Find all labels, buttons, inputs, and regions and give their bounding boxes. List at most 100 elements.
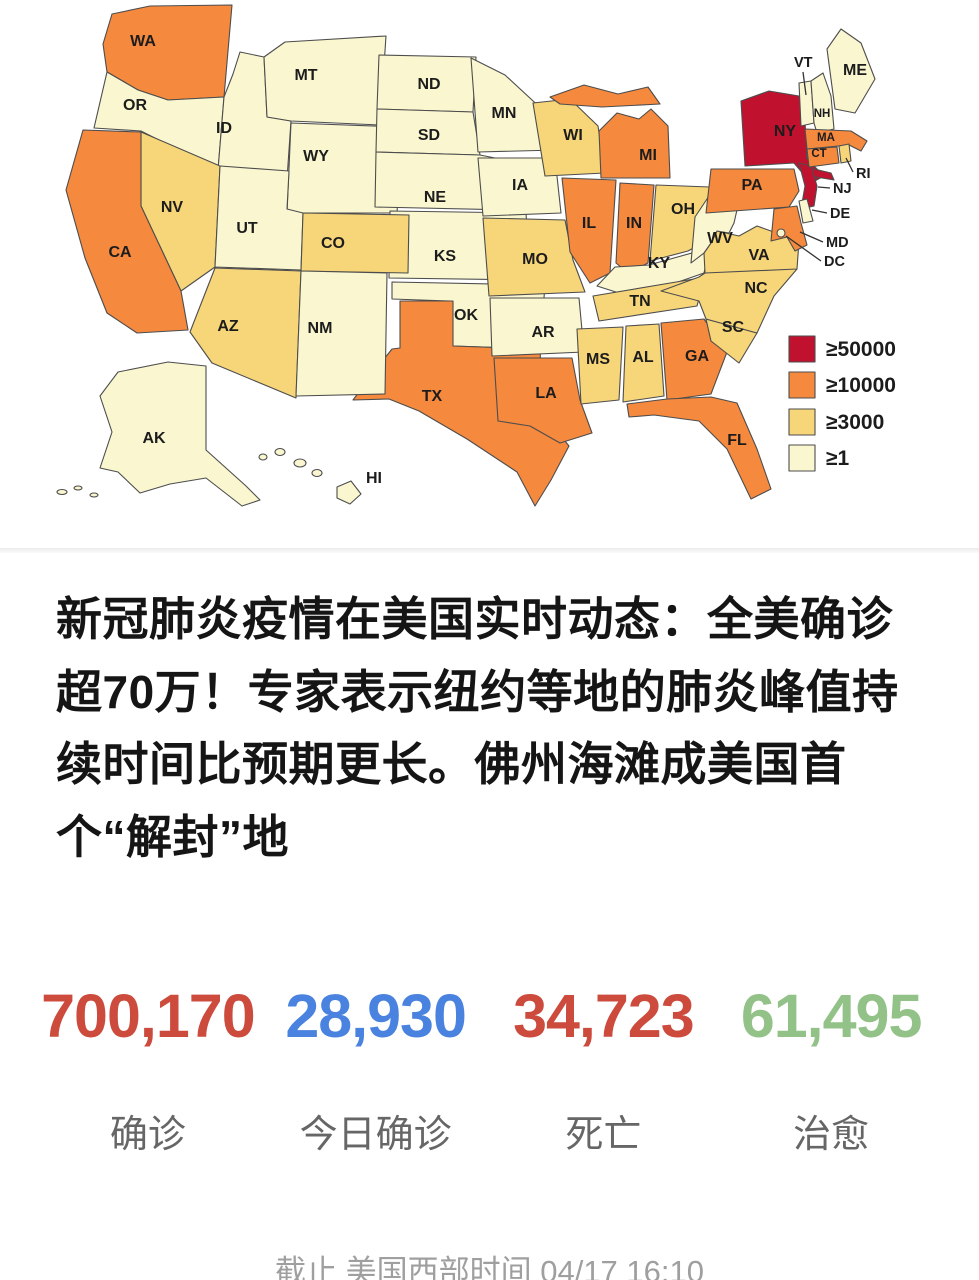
state-RI-callout-label: RI	[856, 166, 871, 182]
state-OH-label: OH	[671, 201, 695, 218]
state-HI-bigisland	[336, 480, 362, 505]
state-MA-label: MA	[817, 132, 835, 144]
stat-today-confirmed-value: 28,930	[285, 981, 467, 1050]
state-UT-label: UT	[236, 220, 258, 237]
state-IL-shape	[561, 177, 617, 284]
state-NJ-callout-label: NJ	[833, 181, 852, 197]
state-KY-label: KY	[648, 255, 671, 272]
covid-map-section: WA OR ID MT WY ND SD MN NE KS OK TX NV U…	[0, 0, 979, 548]
state-CA-shape	[65, 129, 189, 334]
stat-today-confirmed: 28,930 今日确诊	[262, 981, 490, 1158]
legend-swatch-10000	[788, 371, 816, 399]
stat-deaths-label: 死亡	[565, 1113, 642, 1156]
timestamp-footer: 截止 美国西部时间 04/17 16:10	[275, 1253, 704, 1280]
state-ID-label: ID	[216, 120, 232, 137]
state-RI-shape	[838, 143, 852, 164]
state-AL-shape	[622, 323, 665, 403]
state-LA-shape	[493, 357, 593, 444]
state-NH-label: NH	[814, 108, 831, 120]
stat-confirmed: 700,170 确诊	[34, 985, 262, 1158]
state-AK-island	[73, 485, 83, 491]
stat-recovered-value: 61,495	[740, 981, 923, 1050]
state-GA-label: GA	[685, 348, 709, 365]
state-TN-label: TN	[629, 293, 650, 310]
state-MT-shape	[263, 35, 387, 126]
state-AK-island	[56, 488, 68, 496]
state-IL-label: IL	[582, 215, 596, 232]
state-DC-shape	[776, 228, 786, 238]
state-NY-label: NY	[774, 123, 797, 140]
state-DE-shape	[798, 198, 814, 224]
state-MI-label: MI	[639, 147, 657, 164]
stat-confirmed-label: 确诊	[109, 1113, 186, 1156]
stat-recovered: 61,495 治愈	[717, 981, 945, 1158]
state-VT-callout-label: VT	[794, 55, 813, 71]
state-MI-shape	[598, 108, 671, 179]
legend-swatch-3000	[788, 408, 816, 436]
state-NH-shape	[810, 72, 835, 134]
legend-swatch-50000	[788, 335, 816, 363]
state-MO-label: MO	[522, 251, 548, 268]
legend-label-3000: ≥3000	[826, 411, 884, 434]
state-HI-island	[293, 458, 307, 468]
state-ME-label: ME	[843, 62, 867, 79]
state-MT-label: MT	[294, 67, 317, 84]
state-NM-label: NM	[308, 320, 333, 337]
state-CT-label: CT	[811, 148, 826, 160]
leader-line-DE	[811, 209, 828, 214]
state-HI-island	[258, 453, 268, 461]
state-PA-label: PA	[741, 177, 762, 194]
section-divider	[0, 548, 979, 553]
map-legend: ≥50000 ≥10000 ≥3000 ≥1	[788, 335, 896, 472]
state-TX-label: TX	[422, 388, 443, 405]
state-LA-label: LA	[535, 385, 557, 402]
state-ND-label: ND	[417, 76, 440, 93]
legend-swatch-1	[788, 444, 816, 472]
state-WA-label: WA	[130, 33, 156, 50]
stats-row: 700,170 确诊 28,930 今日确诊 34,723 死亡 61,495 …	[0, 981, 979, 1158]
state-WV-label: WV	[707, 230, 733, 247]
state-NC-shape	[660, 262, 798, 334]
state-CT-shape	[806, 146, 840, 168]
state-AR-label: AR	[531, 324, 555, 341]
state-HI-island	[274, 447, 286, 457]
state-AK-label: AK	[142, 430, 166, 447]
legend-label-50000: ≥50000	[826, 338, 896, 361]
state-VA-label: VA	[748, 247, 769, 264]
state-MD-callout-label: MD	[826, 235, 849, 251]
leader-line-DC	[785, 235, 822, 262]
state-SC-label: SC	[722, 319, 745, 336]
leader-line-NJ	[817, 186, 831, 189]
us-choropleth-map: WA OR ID MT WY ND SD MN NE KS OK TX NV U…	[56, 4, 896, 507]
state-MS-label: MS	[586, 351, 610, 368]
state-NV-label: NV	[161, 199, 184, 216]
leader-line-MD	[799, 231, 824, 243]
stat-deaths: 34,723 死亡	[490, 985, 718, 1158]
state-CO-label: CO	[321, 235, 345, 252]
state-CO-shape	[300, 212, 410, 274]
leader-line-RI	[845, 157, 854, 173]
state-HI-island	[311, 468, 323, 478]
state-HI-label: HI	[366, 470, 382, 487]
state-WY-label: WY	[303, 148, 329, 165]
state-MD-shape	[770, 205, 808, 252]
article-section: 新冠肺炎疫情在美国实时动态：全美确诊超70万！专家表示纽约等地的肺炎峰值持续时间…	[0, 553, 979, 874]
state-MO-shape	[482, 217, 586, 297]
state-AK-shape	[99, 361, 261, 507]
state-PA-shape	[705, 168, 800, 214]
state-IN-label: IN	[626, 215, 642, 232]
legend-label-1: ≥1	[826, 447, 850, 470]
state-NE-label: NE	[424, 189, 447, 206]
state-MN-label: MN	[492, 105, 517, 122]
state-KS-label: KS	[434, 248, 457, 265]
state-AZ-shape	[189, 267, 302, 399]
state-CA-label: CA	[108, 244, 132, 261]
state-MI-upper-shape	[549, 84, 661, 108]
state-WI-label: WI	[563, 127, 583, 144]
state-IA-shape	[477, 157, 562, 217]
state-AZ-label: AZ	[217, 318, 239, 335]
state-MS-shape	[576, 326, 624, 405]
stat-recovered-label: 治愈	[793, 1113, 870, 1156]
article-title: 新冠肺炎疫情在美国实时动态：全美确诊超70万！专家表示纽约等地的肺炎峰值持续时间…	[56, 593, 899, 864]
state-OR-label: OR	[123, 97, 147, 114]
